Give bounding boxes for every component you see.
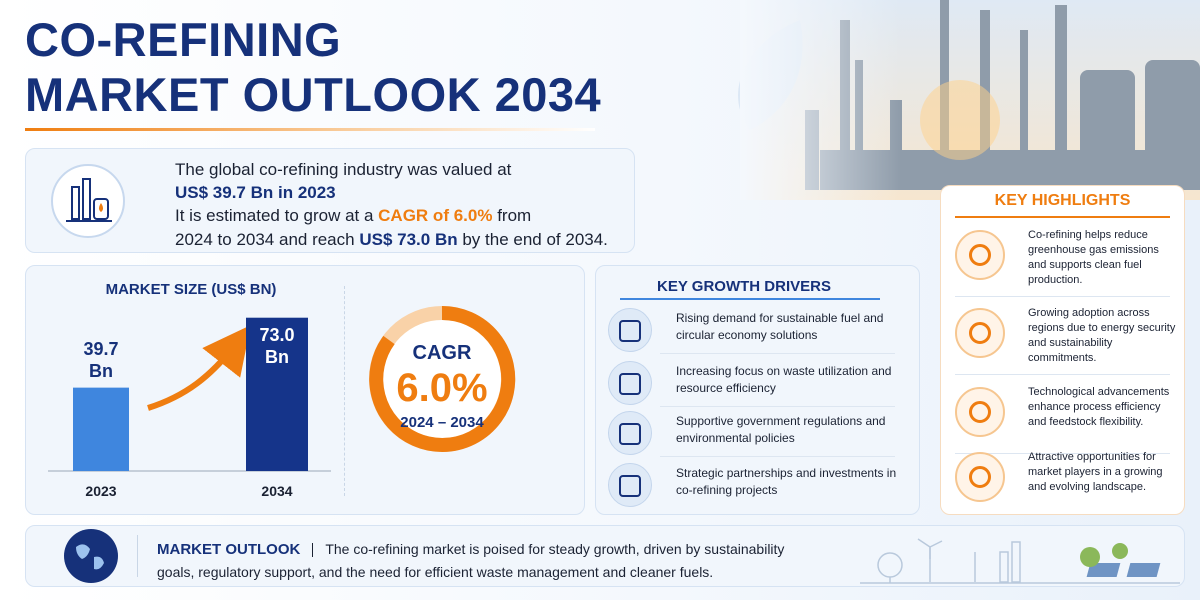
highlight-text: Technological advancements enhance proce… bbox=[1028, 386, 1170, 428]
text-highlight: US$ 73.0 Bn bbox=[359, 230, 458, 249]
separator bbox=[660, 456, 895, 457]
driver-text: Increasing focus on waste utilization an… bbox=[676, 364, 892, 395]
title-underline bbox=[25, 128, 595, 131]
divider bbox=[137, 535, 138, 577]
separator bbox=[312, 543, 314, 558]
highlight-text: Co-refining helps reduce greenhouse gas … bbox=[1028, 229, 1159, 286]
driver-text: Supportive government regulations and en… bbox=[676, 414, 886, 445]
highlight-icon bbox=[955, 452, 1005, 502]
drivers-underline bbox=[620, 298, 880, 300]
separator bbox=[955, 453, 1170, 454]
bar bbox=[73, 387, 129, 471]
intro-highlight: US$ 39.7 Bn in 2023 bbox=[175, 183, 336, 202]
driver-icon bbox=[608, 463, 652, 507]
driver-icon bbox=[608, 411, 652, 455]
refinery-illustration bbox=[738, 0, 1200, 200]
title-line: MARKET OUTLOOK 2034 bbox=[25, 68, 602, 121]
driver-text: Rising demand for sustainable fuel and c… bbox=[676, 311, 884, 342]
title-line: CO-REFINING bbox=[25, 13, 342, 66]
highlight-icon bbox=[955, 308, 1005, 358]
highlights-title: KEY HIGHLIGHTS bbox=[994, 192, 1131, 209]
chart-title: MARKET SIZE (US$ BN) bbox=[105, 281, 277, 298]
highlight-text: Attractive opportunities for market play… bbox=[1028, 451, 1163, 493]
cagr-period: 2024 – 2034 bbox=[400, 414, 484, 431]
driver-icon bbox=[608, 361, 652, 405]
cagr-ring bbox=[369, 305, 516, 452]
value-label: 39.7 Bn bbox=[83, 338, 119, 381]
highlight-text: Growing adoption across regions due to e… bbox=[1028, 307, 1176, 364]
bar-chart bbox=[48, 317, 331, 472]
driver-text: Strategic partnerships and investments i… bbox=[676, 466, 897, 497]
text: 2024 to 2034 and reach bbox=[175, 230, 355, 249]
intro-line: 2024 to 2034 and reach US$ 73.0 Bn by th… bbox=[175, 230, 608, 250]
highlight-icon bbox=[955, 387, 1005, 437]
landscape-illustration bbox=[860, 538, 1180, 584]
driver-icon bbox=[608, 308, 652, 352]
outlook-title: MARKET OUTLOOK bbox=[157, 541, 301, 558]
text: by the end of 2034. bbox=[462, 230, 608, 249]
intro-panel bbox=[25, 148, 635, 253]
text: from bbox=[497, 206, 532, 225]
globe-icon bbox=[64, 529, 118, 583]
x-tick-label: 2034 bbox=[261, 483, 293, 499]
intro-line: The global co-refining industry was valu… bbox=[175, 160, 512, 179]
separator bbox=[660, 406, 895, 407]
text: It is estimated to grow at a bbox=[175, 206, 374, 225]
outlook-body: The co-refining market is poised for ste… bbox=[157, 541, 785, 580]
highlight-icon bbox=[955, 230, 1005, 280]
outlook-text: MARKET OUTLOOK The co-refining market is … bbox=[157, 538, 807, 583]
chart-panel: MARKET SIZE (US$ BN) CAGR 6.0% 2024 – 20… bbox=[25, 265, 585, 515]
x-tick-label: 2023 bbox=[85, 483, 117, 499]
divider bbox=[344, 286, 345, 496]
refinery-icon bbox=[51, 164, 125, 238]
text-highlight: CAGR of 6.0% bbox=[378, 206, 493, 225]
intro-line: It is estimated to grow at a CAGR of 6.0… bbox=[175, 206, 531, 226]
growth-arrow bbox=[147, 325, 251, 411]
separator bbox=[955, 374, 1170, 375]
value-label: 73.0 Bn bbox=[259, 324, 295, 367]
outlook-panel bbox=[25, 525, 1185, 587]
cagr-value: 6.0% bbox=[396, 366, 488, 410]
separator bbox=[660, 353, 895, 354]
highlights-underline bbox=[955, 216, 1170, 218]
bar bbox=[246, 317, 308, 471]
cagr-label: CAGR bbox=[412, 342, 472, 364]
drivers-title: KEY GROWTH DRIVERS bbox=[657, 278, 831, 295]
separator bbox=[955, 296, 1170, 297]
